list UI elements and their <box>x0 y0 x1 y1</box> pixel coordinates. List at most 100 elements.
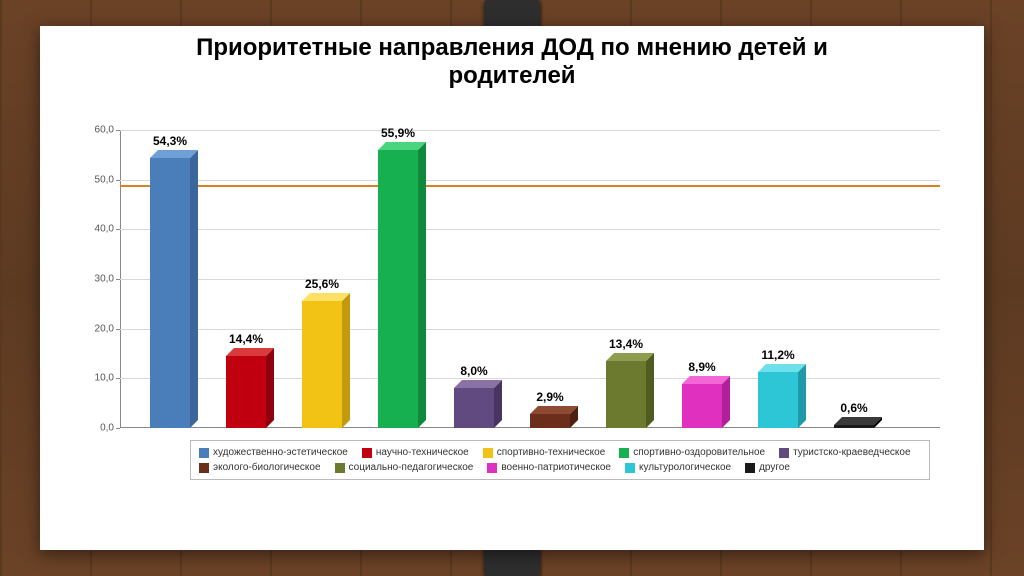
gridline <box>120 180 940 181</box>
bar-side <box>798 364 806 428</box>
bar-front <box>758 372 798 428</box>
legend-label: спортивно-техническое <box>497 447 606 458</box>
bar-side <box>190 150 198 428</box>
title-line-1: Приоритетные направления ДОД по мнению д… <box>40 34 984 62</box>
bar-front <box>834 425 874 428</box>
legend-swatch <box>199 463 209 473</box>
bar-side <box>418 142 426 428</box>
bar: 14,4% <box>226 356 266 428</box>
y-tick-label: 60,0 <box>80 125 114 136</box>
legend-item: спортивно-техническое <box>483 447 606 458</box>
bar: 2,9% <box>530 414 570 428</box>
legend-swatch <box>619 448 629 458</box>
legend-swatch <box>745 463 755 473</box>
bar: 11,2% <box>758 372 798 428</box>
legend-label: художественно-эстетическое <box>213 447 348 458</box>
chart-title: Приоритетные направления ДОД по мнению д… <box>40 26 984 89</box>
legend-swatch <box>199 448 209 458</box>
y-tick-mark <box>116 279 120 280</box>
bar-value-label: 54,3% <box>153 134 187 148</box>
bar-value-label: 0,6% <box>840 401 867 415</box>
legend-label: социально-педагогическое <box>349 462 474 473</box>
bar: 55,9% <box>378 150 418 428</box>
title-line-2: родителей <box>40 62 984 90</box>
y-tick-label: 40,0 <box>80 224 114 235</box>
bar-value-label: 25,6% <box>305 277 339 291</box>
slide-card: Приоритетные направления ДОД по мнению д… <box>40 26 984 550</box>
bar: 25,6% <box>302 301 342 428</box>
y-tick-mark <box>116 378 120 379</box>
legend-label: спортивно-оздоровительное <box>633 447 765 458</box>
y-tick-mark <box>116 180 120 181</box>
accent-line <box>120 185 940 187</box>
legend-swatch <box>779 448 789 458</box>
bar-front <box>682 384 722 428</box>
y-tick-label: 20,0 <box>80 323 114 334</box>
bar-top <box>682 376 730 384</box>
bar-front <box>530 414 570 428</box>
legend-swatch <box>487 463 497 473</box>
bar-value-label: 13,4% <box>609 337 643 351</box>
gridline <box>120 329 940 330</box>
bar-front <box>378 150 418 428</box>
legend-label: другое <box>759 462 790 473</box>
legend-label: культурологическое <box>639 462 731 473</box>
bar-side <box>646 353 654 428</box>
gridline <box>120 229 940 230</box>
legend-swatch <box>483 448 493 458</box>
bar-side <box>722 376 730 428</box>
bar-value-label: 8,0% <box>460 364 487 378</box>
legend-label: научно-техническое <box>376 447 469 458</box>
legend-label: эколого-биологическое <box>213 462 321 473</box>
gridline <box>120 130 940 131</box>
legend-label: туристско-краеведческое <box>793 447 910 458</box>
bar-front <box>226 356 266 428</box>
wood-background: Приоритетные направления ДОД по мнению д… <box>0 0 1024 576</box>
bar: 8,0% <box>454 388 494 428</box>
legend-item: научно-техническое <box>362 447 469 458</box>
bar-side <box>266 348 274 428</box>
y-tick-mark <box>116 329 120 330</box>
bar-value-label: 55,9% <box>381 126 415 140</box>
legend-item: художественно-эстетическое <box>199 447 348 458</box>
bar-top <box>150 150 198 158</box>
bar-front <box>606 361 646 428</box>
legend-item: спортивно-оздоровительное <box>619 447 765 458</box>
legend-swatch <box>625 463 635 473</box>
bar-value-label: 11,2% <box>761 348 794 362</box>
bar: 54,3% <box>150 158 190 428</box>
legend-item: социально-педагогическое <box>335 462 474 473</box>
bar-top <box>302 293 350 301</box>
y-tick-mark <box>116 428 120 429</box>
bar: 13,4% <box>606 361 646 428</box>
bar-top <box>834 417 882 425</box>
legend-item: эколого-биологическое <box>199 462 321 473</box>
y-tick-label: 10,0 <box>80 373 114 384</box>
y-tick-label: 0,0 <box>80 423 114 434</box>
bar-value-label: 14,4% <box>229 332 263 346</box>
bar-value-label: 2,9% <box>536 390 563 404</box>
y-tick-label: 30,0 <box>80 274 114 285</box>
bar-front <box>302 301 342 428</box>
chart-plot-area: 0,010,020,030,040,050,060,054,3%14,4%25,… <box>120 130 940 428</box>
legend-label: военно-патриотическое <box>501 462 611 473</box>
legend-item: военно-патриотическое <box>487 462 611 473</box>
legend-swatch <box>362 448 372 458</box>
bar-top <box>454 380 502 388</box>
legend-item: туристско-краеведческое <box>779 447 910 458</box>
legend-item: культурологическое <box>625 462 731 473</box>
bar: 8,9% <box>682 384 722 428</box>
bar-side <box>494 380 502 428</box>
bar-value-label: 8,9% <box>688 360 715 374</box>
bar-side <box>342 293 350 428</box>
bar-top <box>758 364 806 372</box>
legend-item: другое <box>745 462 790 473</box>
bar-front <box>150 158 190 428</box>
y-tick-mark <box>116 130 120 131</box>
bar: 0,6% <box>834 425 874 428</box>
legend-swatch <box>335 463 345 473</box>
bar-top <box>378 142 426 150</box>
bar-front <box>454 388 494 428</box>
y-tick-mark <box>116 229 120 230</box>
bar-top <box>530 406 578 414</box>
